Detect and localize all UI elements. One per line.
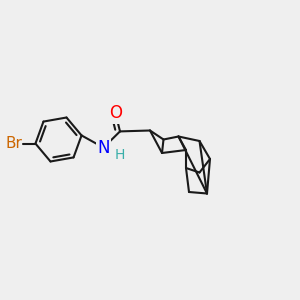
Text: Br: Br bbox=[5, 136, 22, 151]
Text: N: N bbox=[97, 139, 110, 157]
Text: H: H bbox=[115, 148, 125, 162]
Text: O: O bbox=[109, 104, 122, 122]
